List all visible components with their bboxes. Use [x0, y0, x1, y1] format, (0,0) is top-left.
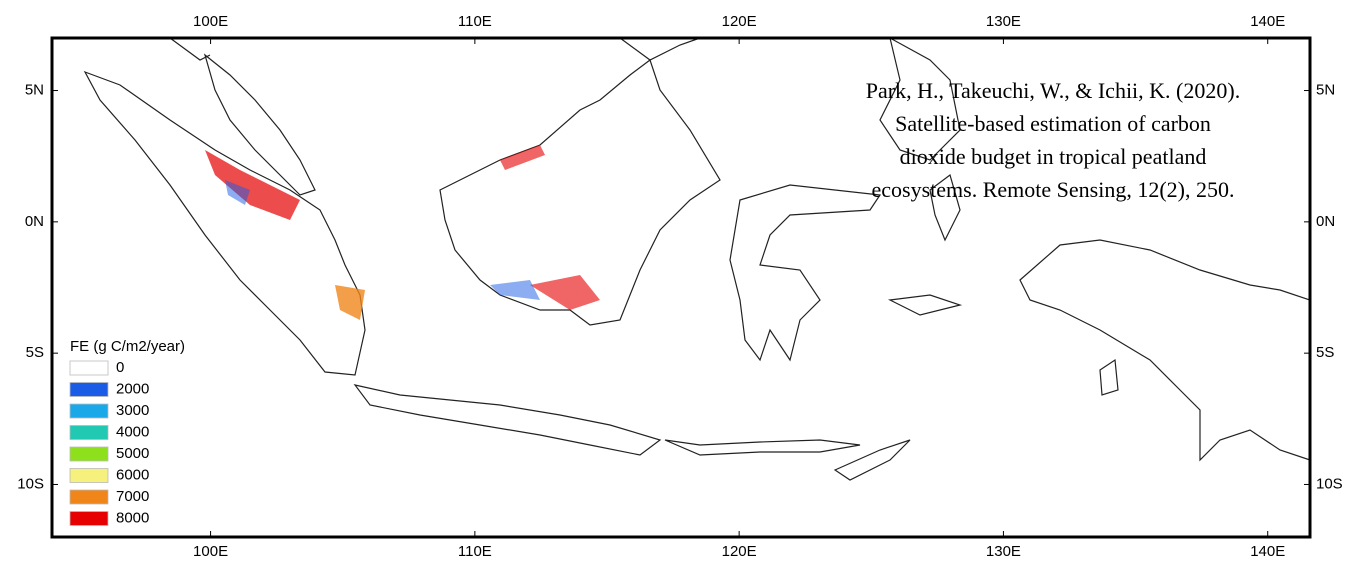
lat-label: 5S [26, 344, 44, 361]
legend-swatch [69, 425, 109, 440]
lat-label: 5S [1316, 344, 1334, 361]
citation: Park, H., Takeuchi, W., & Ichii, K. (202… [866, 78, 1240, 202]
patch [500, 145, 545, 170]
legend-title: FE (g C/m2/year) [70, 338, 185, 355]
emission-patches [205, 145, 600, 320]
lon-label: 100E [193, 543, 228, 560]
legend-label: 6000 [116, 466, 149, 483]
maluku [887, 173, 1119, 396]
philippines [879, 36, 961, 161]
lat-label: 0N [1316, 213, 1335, 230]
legend-swatch [69, 511, 109, 526]
lat-label: 5N [1316, 81, 1335, 98]
patch [205, 150, 300, 220]
legend: FE (g C/m2/year) 0 2000 3000 4000 5000 6000 70… [69, 338, 185, 526]
ticks: 100E 100E 110E 110E 120E 120E 130E 130E 140E 140E… [17, 13, 1342, 560]
legend-swatch [69, 382, 109, 397]
lat-label: 5N [25, 81, 44, 98]
sumatra [83, 70, 366, 376]
lat-label: 0N [25, 213, 44, 230]
new-guinea [1019, 239, 1311, 462]
citation-line: ecosystems. Remote Sensing, 12(2), 250. [872, 177, 1235, 202]
borneo [439, 59, 721, 326]
legend-label: 5000 [116, 445, 149, 462]
sulawesi [729, 184, 882, 362]
legend-label: 0 [116, 359, 124, 376]
lon-label: 140E [1250, 13, 1285, 30]
legend-label: 8000 [116, 509, 149, 526]
lon-label: 130E [986, 543, 1021, 560]
coastlines [83, 36, 1311, 481]
lesser-sunda [664, 439, 861, 456]
map-frame [50, 36, 1312, 539]
patch [335, 285, 365, 320]
legend-label: 3000 [116, 402, 149, 419]
citation-line: dioxide budget in tropical peatland [900, 144, 1207, 169]
timor [833, 439, 911, 481]
legend-label: 2000 [116, 380, 149, 397]
mainland [169, 37, 701, 61]
lon-label: 130E [986, 13, 1021, 30]
legend-swatch [69, 468, 109, 483]
legend-swatch [69, 446, 109, 462]
patch [530, 275, 600, 310]
lat-label: 10S [17, 475, 44, 492]
patch [490, 280, 540, 300]
java [353, 384, 662, 456]
lon-label: 110E [458, 13, 492, 30]
citation-line: Park, H., Takeuchi, W., & Ichii, K. (202… [866, 78, 1240, 103]
lon-label: 100E [193, 13, 228, 30]
lon-label: 120E [722, 543, 757, 560]
lon-label: 140E [1250, 543, 1285, 560]
lat-label: 10S [1316, 475, 1343, 492]
legend-swatch [69, 489, 109, 505]
lon-label: 120E [722, 13, 757, 30]
legend-swatch [69, 360, 109, 376]
patch [225, 180, 250, 205]
citation-line: Satellite-based estimation of carbon [895, 111, 1211, 136]
legend-label: 4000 [116, 423, 149, 440]
lon-label: 110E [458, 543, 492, 560]
malay-peninsula [203, 53, 316, 196]
legend-swatch [69, 403, 109, 419]
legend-label: 7000 [116, 488, 149, 505]
